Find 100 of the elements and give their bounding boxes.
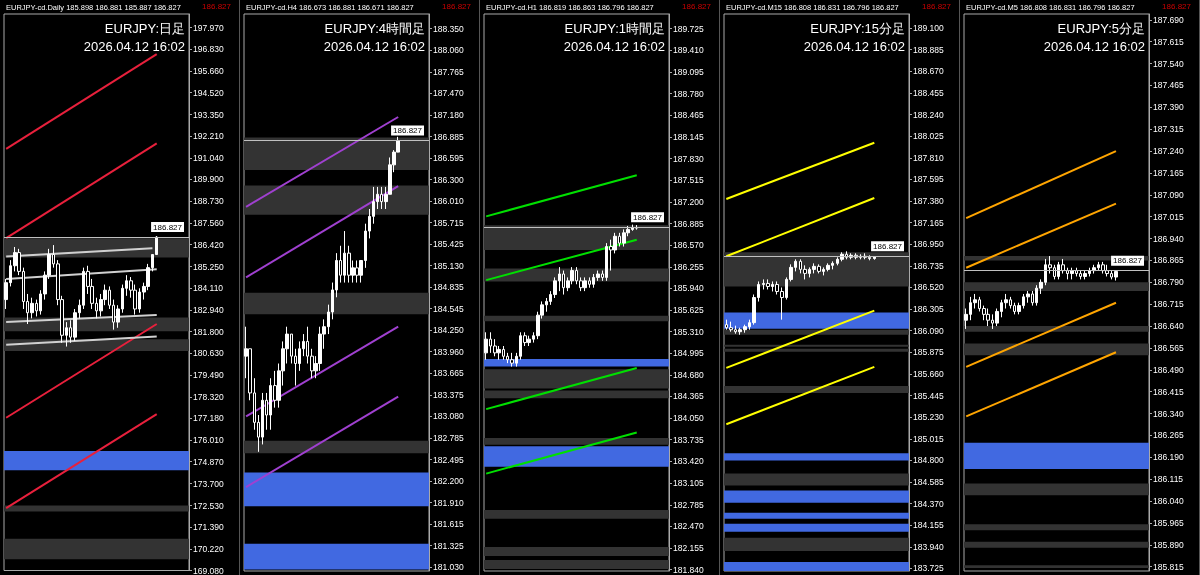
y-tick-label: 185.890 (1153, 539, 1184, 550)
y-tick-label: 192.210 (193, 130, 224, 141)
y-tick-label: 195.660 (193, 66, 224, 77)
y-tick-label: 186.640 (1153, 321, 1184, 332)
y-tick-label: 172.530 (193, 500, 224, 511)
y-tick-label: 191.040 (193, 152, 224, 163)
candlestick (527, 335, 531, 347)
candlestick (355, 259, 359, 284)
y-tick-label: 188.670 (913, 66, 944, 77)
y-tick-label: 183.105 (673, 477, 704, 488)
candlestick (583, 276, 587, 292)
y-tick-label: 181.910 (433, 497, 464, 508)
y-tick-label: 186.565 (1153, 342, 1184, 353)
y-tick-label: 188.465 (673, 110, 704, 121)
y-tick-label: 187.090 (1153, 189, 1184, 200)
y-tick-label: 187.390 (1153, 102, 1184, 113)
y-tick-label: 184.680 (673, 369, 704, 380)
y-tick-label: 174.870 (193, 456, 224, 467)
y-tick-label: 187.470 (433, 88, 464, 99)
y-tick-label: 187.560 (193, 218, 224, 229)
ref-line-label: 186.827 (153, 222, 183, 232)
text: EURJPY:5分足 (1057, 21, 1146, 36)
y-tick-label: 186.340 (1153, 408, 1184, 419)
y-tick-label: 171.390 (193, 522, 224, 533)
y-tick-label: 186.305 (913, 304, 944, 315)
y-tick-label: 169.080 (193, 565, 224, 575)
y-tick-label: 186.885 (433, 131, 464, 142)
y-tick-label: 189.900 (193, 174, 224, 185)
y-tick-label: 187.015 (1153, 211, 1184, 222)
y-tick-label: 185.715 (433, 217, 464, 228)
y-tick-label: 186.595 (433, 152, 464, 163)
y-tick-label: 186.255 (673, 261, 704, 272)
y-tick-label: 188.145 (673, 132, 704, 143)
y-tick-label: 185.965 (1153, 517, 1184, 528)
y-tick-label: 183.735 (673, 434, 704, 445)
y-tick-label: 187.165 (1153, 167, 1184, 178)
y-tick-label: 186.950 (913, 239, 944, 250)
y-tick-label: 188.240 (913, 109, 944, 120)
y-tick-label: 182.495 (433, 454, 464, 465)
text: 2026.04.12 16:02 (563, 39, 666, 54)
y-tick-label: 186.010 (433, 195, 464, 206)
y-tick-label: 181.615 (433, 519, 464, 530)
y-tick-label: 183.960 (433, 346, 464, 357)
text: 186.827 (682, 1, 712, 11)
y-tick-label: 186.090 (913, 325, 944, 336)
y-tick-label: 184.110 (193, 283, 224, 294)
candlestick (766, 278, 770, 290)
y-tick-label: 182.470 (673, 521, 704, 532)
y-tick-label: 182.940 (193, 305, 224, 316)
text: EURJPY:4時間足 (324, 21, 426, 36)
y-tick-label: 184.995 (673, 348, 704, 359)
text: 2026.04.12 16:02 (83, 39, 186, 54)
y-tick-label: 178.320 (193, 391, 224, 402)
y-tick-label: 188.025 (913, 131, 944, 142)
candlestick (1114, 269, 1118, 282)
y-tick-label: 183.375 (433, 389, 464, 400)
y-tick-label: 184.155 (913, 520, 944, 531)
candlestick (986, 308, 990, 327)
y-tick-label: 188.730 (193, 196, 224, 207)
y-tick-label: 189.725 (673, 23, 704, 34)
y-tick-label: 186.940 (1153, 233, 1184, 244)
y-tick-label: 173.700 (193, 478, 224, 489)
y-tick-label: 185.445 (913, 390, 944, 401)
y-tick-label: 182.200 (433, 476, 464, 487)
y-tick-label: 186.735 (913, 260, 944, 271)
y-tick-label: 183.665 (433, 368, 464, 379)
y-tick-label: 182.785 (433, 433, 464, 444)
y-tick-label: 186.520 (913, 282, 944, 293)
candlestick (622, 228, 626, 248)
y-tick-label: 185.310 (673, 326, 704, 337)
y-tick-label: 188.885 (913, 44, 944, 55)
y-tick-label: 186.190 (1153, 452, 1184, 463)
y-tick-label: 185.815 (1153, 561, 1184, 572)
candlestick (729, 321, 733, 333)
y-tick-label: 187.515 (673, 175, 704, 186)
y-tick-label: 185.130 (433, 260, 464, 271)
y-tick-label: 187.615 (1153, 36, 1184, 47)
y-tick-label: 186.115 (1153, 474, 1184, 485)
y-tick-label: 185.940 (673, 283, 704, 294)
y-tick-label: 187.165 (913, 217, 944, 228)
y-tick-label: 184.250 (433, 325, 464, 336)
y-tick-label: 182.155 (673, 543, 704, 554)
y-tick-label: 186.265 (1153, 430, 1184, 441)
y-tick-label: 185.015 (913, 433, 944, 444)
candlestick (826, 262, 830, 272)
ref-line-label: 186.827 (393, 126, 423, 136)
y-tick-label: 184.050 (673, 413, 704, 424)
text: 2026.04.12 16:02 (803, 39, 906, 54)
y-tick-label: 183.940 (913, 541, 944, 552)
y-tick-label: 188.780 (673, 88, 704, 99)
y-tick-label: 184.365 (673, 391, 704, 402)
y-tick-label: 186.885 (673, 218, 704, 229)
y-tick-label: 193.350 (193, 109, 224, 120)
y-tick-label: 187.540 (1153, 58, 1184, 69)
y-tick-label: 188.455 (913, 87, 944, 98)
candlestick (1105, 264, 1109, 277)
y-tick-label: 189.100 (913, 23, 944, 34)
y-tick-label: 184.545 (433, 303, 464, 314)
y-tick-label: 183.420 (673, 456, 704, 467)
y-tick-label: 188.350 (433, 23, 464, 34)
